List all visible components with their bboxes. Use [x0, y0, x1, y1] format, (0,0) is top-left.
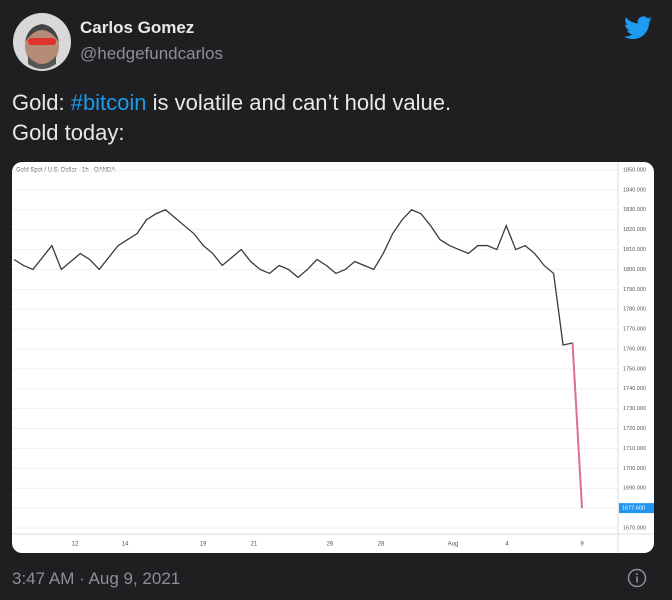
text: Gold today:: [12, 120, 125, 145]
y-tick-label: 1840.000: [623, 187, 646, 193]
y-tick-label: 1700.000: [623, 466, 646, 472]
x-tick-label: 12: [72, 542, 79, 548]
author-handle[interactable]: @hedgefundcarlos: [80, 44, 223, 63]
author-name[interactable]: Carlos Gomez: [80, 18, 195, 37]
y-tick-label: 1720.000: [623, 426, 646, 432]
chart-header: Gold Spot / U.S. Dollar · 1h · OANDA: [16, 168, 115, 174]
text: is volatile and can’t hold value.: [146, 90, 452, 115]
x-tick-label: 19: [200, 542, 207, 548]
y-tick-label: 1800.000: [623, 267, 646, 273]
info-icon[interactable]: [627, 568, 647, 588]
x-tick-label: 26: [327, 542, 334, 548]
x-tick-label: 28: [378, 542, 385, 548]
x-tick-label: 9: [580, 542, 584, 548]
y-tick-label: 1670.000: [623, 525, 646, 531]
chart-bg: [12, 162, 654, 553]
timestamp[interactable]: 3:47 AM · Aug 9, 2021: [12, 569, 181, 588]
x-tick-label: Aug: [448, 542, 459, 548]
hashtag[interactable]: #bitcoin: [70, 90, 147, 115]
y-tick-label: 1820.000: [623, 227, 646, 233]
drop-line: [571, 342, 583, 509]
price-tag: [619, 503, 654, 514]
twitter-logo[interactable]: [624, 16, 652, 40]
y-tick-label: 1770.000: [623, 327, 646, 333]
chart-image[interactable]: Gold Spot / U.S. Dollar · 1h · OANDA 185…: [12, 162, 654, 553]
avatar[interactable]: [12, 12, 72, 72]
price-line: [13, 209, 583, 509]
y-tick-label: 1810.000: [623, 247, 646, 253]
x-tick-label: 4: [505, 542, 509, 548]
tweet-text: Gold: #bitcoin is volatile and can’t hol…: [12, 88, 451, 148]
y-tick-label: 1760.000: [623, 346, 646, 352]
y-tick-label: 1830.000: [623, 207, 646, 213]
y-tick-label: 1780.000: [623, 307, 646, 313]
y-tick-label: 1730.000: [623, 406, 646, 412]
y-tick-label: 1850.000: [623, 167, 646, 173]
y-tick-label: 1750.000: [623, 366, 646, 372]
y-tick-label: 1710.000: [623, 446, 646, 452]
y-tick-label: 1740.000: [623, 386, 646, 392]
price-tag-label: 1677.600: [622, 506, 645, 512]
x-tick-label: 14: [122, 542, 129, 548]
y-tick-label: 1690.000: [623, 486, 646, 492]
text: Gold:: [12, 90, 71, 115]
y-tick-label: 1790.000: [623, 287, 646, 293]
x-tick-label: 21: [251, 542, 258, 548]
